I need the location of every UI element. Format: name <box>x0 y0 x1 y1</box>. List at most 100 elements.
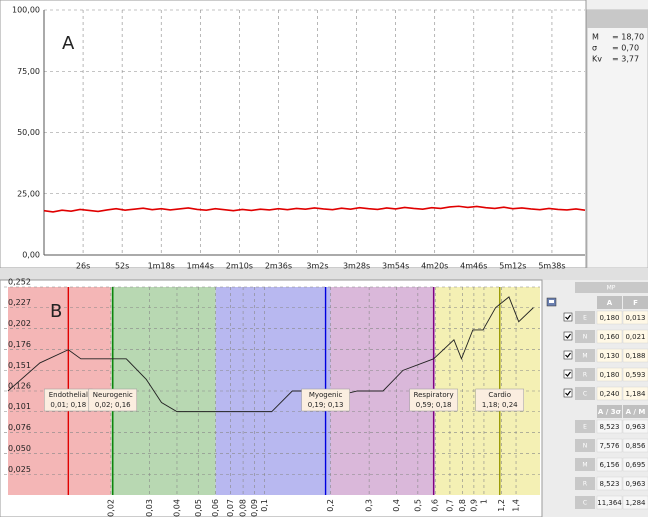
checkbox[interactable] <box>563 350 573 360</box>
y-tick-label: 0,025 <box>8 465 31 474</box>
header-text: F <box>633 299 638 307</box>
checkmark <box>565 314 571 320</box>
checkbox[interactable] <box>563 331 573 341</box>
row-label: R <box>583 372 587 379</box>
checkbox[interactable] <box>563 388 573 398</box>
value-cell <box>622 367 648 382</box>
value-cell <box>622 495 648 510</box>
peak-name: Endothelial <box>49 391 88 399</box>
checkmark <box>565 371 571 377</box>
peak-name: Cardio <box>488 391 511 399</box>
value-text: 1,284 <box>625 499 646 507</box>
value-text: 0,240 <box>599 390 619 398</box>
row-label-bg <box>575 439 595 452</box>
x-tick-label: 3m2s <box>306 262 328 271</box>
row-label-bg <box>575 368 595 381</box>
value-text: 0,856 <box>625 442 646 450</box>
peak-box <box>409 388 458 412</box>
x-tick-label: 4m46s <box>460 262 487 271</box>
value-cell <box>622 457 648 472</box>
x-tick-label: 3m28s <box>343 262 370 271</box>
value-cell <box>596 329 623 344</box>
value-text: 8,523 <box>599 423 619 431</box>
value-text: 0,695 <box>625 461 645 469</box>
x-tick-label: 0,3 <box>365 499 374 512</box>
value-cell <box>622 329 648 344</box>
value-text: 0,021 <box>625 333 645 341</box>
peak-box <box>301 388 350 412</box>
row-label: R <box>583 481 587 488</box>
header-cell <box>597 405 622 418</box>
x-tick-label: 0,05 <box>194 499 203 517</box>
y-tick-label: 100,00 <box>12 6 40 15</box>
x-tick-label: 0,4 <box>392 499 401 512</box>
value-text: 0,593 <box>625 371 645 379</box>
checkmark <box>565 390 571 396</box>
y-tick-label: 0,252 <box>8 278 31 287</box>
stat-value: = 0,70 <box>612 44 639 53</box>
y-tick-label: 0,126 <box>8 382 31 391</box>
row-label: C <box>583 391 587 398</box>
y-tick-label: 0,202 <box>8 319 31 328</box>
row-label: C <box>583 500 587 507</box>
checkmark <box>565 333 571 339</box>
x-tick-label: 5m12s <box>499 262 526 271</box>
value-cell <box>596 476 623 491</box>
panel-label: B <box>50 301 62 322</box>
value-cell <box>596 457 623 472</box>
row-label-bg <box>575 458 595 471</box>
y-tick-label: 0,00 <box>22 251 40 260</box>
value-text: 7,576 <box>599 442 620 450</box>
row-label-bg <box>575 420 595 433</box>
x-tick-label: 0,5 <box>413 499 422 512</box>
peak-label: 0,59; 0,18 <box>416 401 452 409</box>
stats-header <box>587 10 648 28</box>
value-text: 8,523 <box>599 480 619 488</box>
x-tick-label: 1m18s <box>148 262 175 271</box>
x-tick-label: 1m44s <box>187 262 214 271</box>
checkbox[interactable] <box>563 312 573 322</box>
value-cell <box>596 419 623 434</box>
table-title-bg <box>575 282 648 293</box>
value-cell <box>596 310 623 325</box>
value-cell <box>596 367 623 382</box>
value-cell <box>596 348 623 363</box>
header-cell <box>623 296 648 309</box>
checkbox[interactable] <box>563 369 573 379</box>
value-cell <box>596 495 623 510</box>
row-label-bg <box>575 496 595 509</box>
x-tick-label: 4m20s <box>421 262 448 271</box>
value-cell <box>622 386 648 401</box>
peak-label: 1,18; 0,24 <box>482 401 518 409</box>
x-tick-label: 0,7 <box>445 499 454 512</box>
peak-label: 0,01; 0,18 <box>50 401 86 409</box>
value-text: 0,180 <box>599 314 619 322</box>
stats-panel <box>586 9 648 269</box>
value-text: 0,963 <box>625 423 645 431</box>
value-text: 0,160 <box>599 333 619 341</box>
value-text: 0,130 <box>599 352 619 360</box>
y-tick-label: 0,227 <box>8 298 31 307</box>
save-icon[interactable] <box>546 297 557 307</box>
stat-name: M <box>592 33 599 42</box>
value-text: 0,013 <box>625 314 645 322</box>
table-title: MP <box>607 285 616 292</box>
y-tick-label: 0,151 <box>8 361 31 370</box>
row-label: N <box>583 443 588 450</box>
value-cell <box>622 419 648 434</box>
value-text: 0,180 <box>599 371 619 379</box>
x-tick-label: 1 <box>479 499 488 504</box>
x-tick-label: 0,1 <box>260 499 269 512</box>
x-tick-label: 0,09 <box>250 499 259 517</box>
panel-a <box>0 0 587 269</box>
x-tick-label: 0,06 <box>211 499 220 517</box>
row-label-bg <box>575 330 595 343</box>
checkmark <box>565 352 571 358</box>
header-cell <box>623 405 648 418</box>
x-tick-label: 26s <box>76 262 90 271</box>
y-tick-label: 25,00 <box>17 189 40 198</box>
peak-name: Neurogenic <box>93 391 133 399</box>
x-tick-label: 0,2 <box>326 499 335 512</box>
stat-value: = 3,77 <box>612 55 639 64</box>
